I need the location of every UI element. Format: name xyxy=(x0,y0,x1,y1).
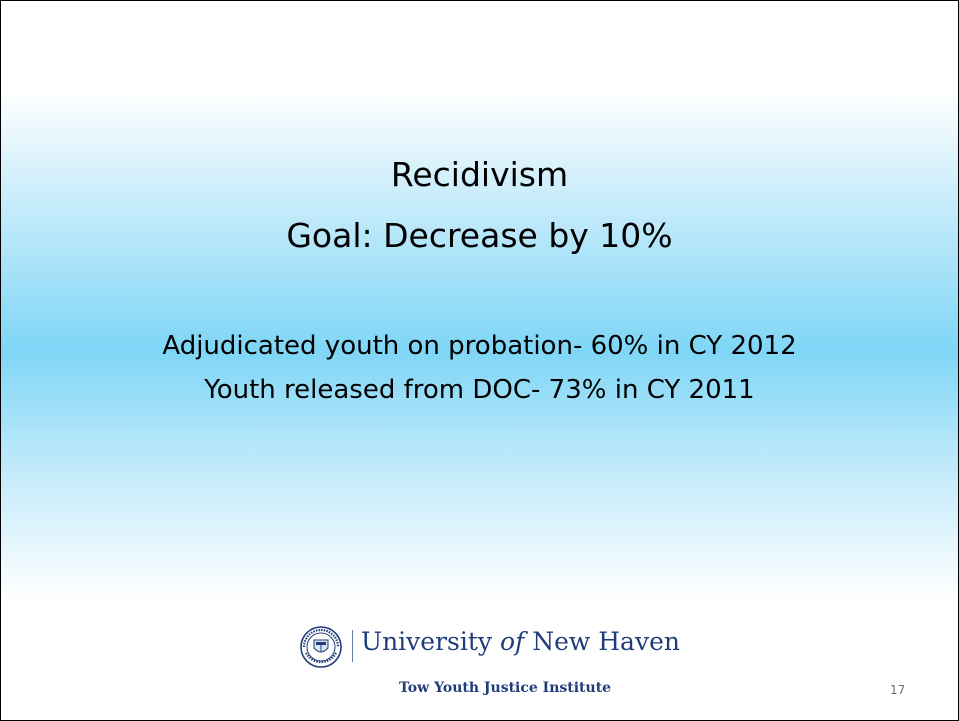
university-seal-icon xyxy=(300,626,342,668)
slide-subtitle-goal: Goal: Decrease by 10% xyxy=(286,216,673,255)
institute-name: Tow Youth Justice Institute xyxy=(399,680,612,696)
body-line-probation: Adjudicated youth on probation- 60% in C… xyxy=(162,331,797,361)
university-name: University of New Haven xyxy=(361,629,680,654)
logo-divider xyxy=(352,630,353,662)
page-number: 17 xyxy=(890,683,906,697)
university-name-part2: New Haven xyxy=(524,627,680,656)
body-line-doc: Youth released from DOC- 73% in CY 2011 xyxy=(204,375,755,405)
slide-title: Recidivism xyxy=(390,155,569,194)
university-name-of: of xyxy=(499,627,525,656)
university-name-part1: University xyxy=(361,627,500,656)
